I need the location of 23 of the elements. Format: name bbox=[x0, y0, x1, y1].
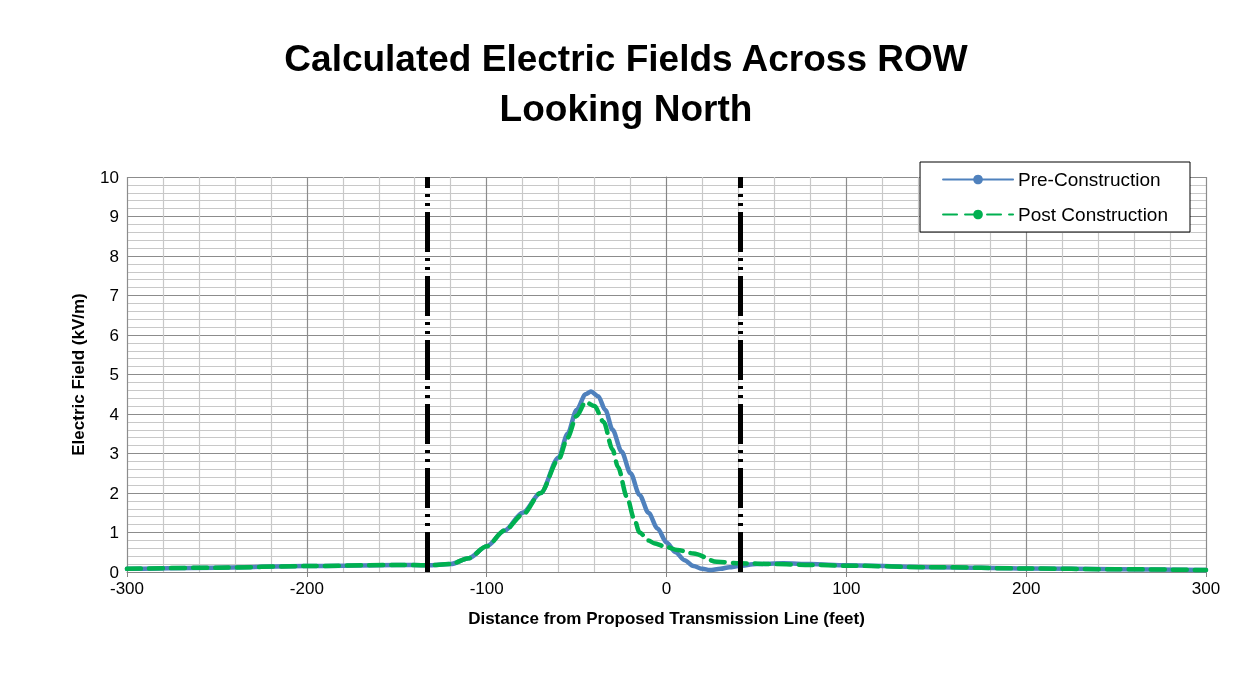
x-tick-label: -300 bbox=[109, 579, 145, 598]
y-tick-label: 6 bbox=[109, 325, 119, 345]
y-tick-label: 8 bbox=[109, 246, 119, 266]
chart-title: Calculated Electric Fields Across ROW Looking North bbox=[284, 37, 968, 129]
x-tick-label: 100 bbox=[832, 579, 861, 598]
x-axis-title: Distance from Proposed Transmission Line (feet) bbox=[468, 609, 865, 628]
legend-label: Pre-Construction bbox=[1018, 169, 1161, 190]
y-tick-label: 5 bbox=[109, 365, 119, 384]
y-tick-label: 9 bbox=[109, 207, 119, 226]
x-tick-label: 200 bbox=[1011, 579, 1041, 598]
x-tick-label: 0 bbox=[661, 579, 672, 598]
y-tick-label: 7 bbox=[109, 286, 119, 305]
y-tick-label: 4 bbox=[109, 404, 119, 424]
y-tick-label: 10 bbox=[100, 167, 119, 187]
y-axis-title: Electric Field (kV/m) bbox=[69, 293, 88, 456]
y-tick-label: 1 bbox=[109, 523, 119, 542]
x-tick-label: -200 bbox=[289, 579, 324, 598]
legend-label: Post Construction bbox=[1018, 204, 1169, 225]
x-tick-label: -100 bbox=[469, 579, 504, 598]
x-tick-label: 300 bbox=[1191, 579, 1221, 598]
y-tick-label: 3 bbox=[109, 444, 119, 463]
y-tick-label: 0 bbox=[109, 562, 119, 582]
y-tick-label: 2 bbox=[109, 483, 119, 503]
